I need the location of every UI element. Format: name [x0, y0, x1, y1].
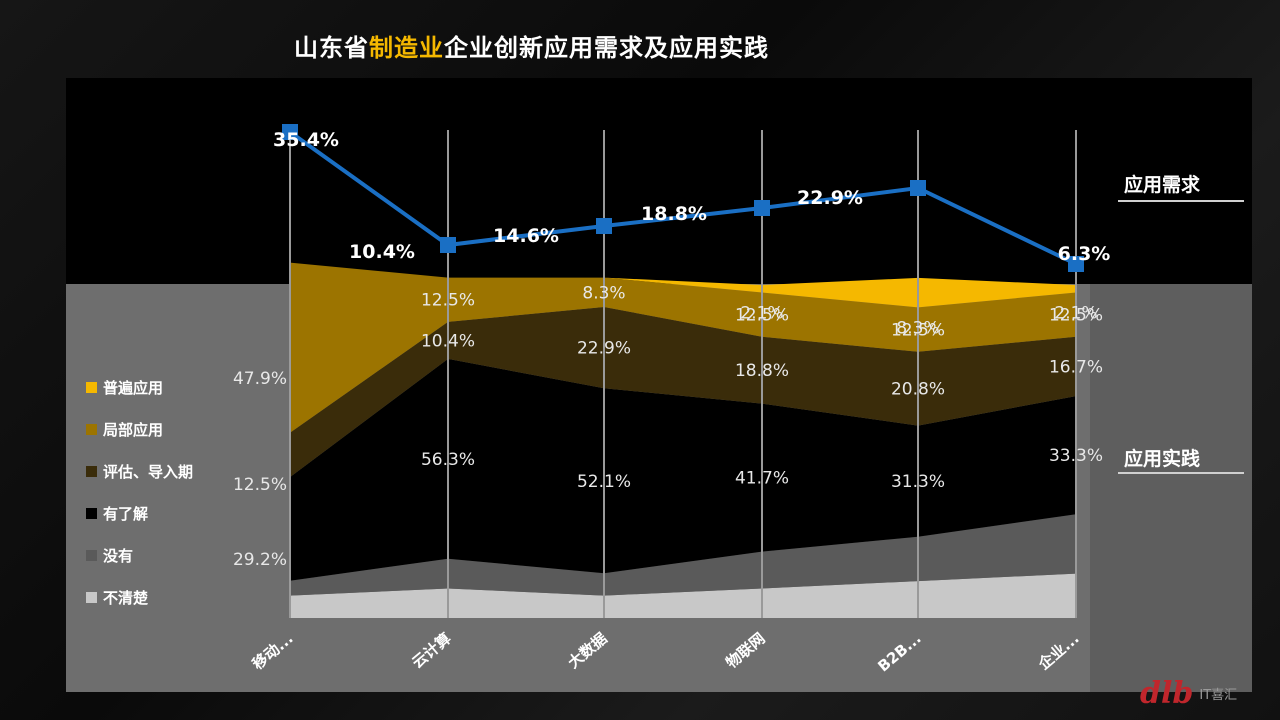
- area-data-label: 41.7%: [735, 469, 789, 489]
- practice-label: 应用实践: [1124, 448, 1201, 470]
- legend-label: 有了解: [103, 504, 149, 523]
- area-data-label: 56.3%: [421, 450, 475, 470]
- legend-item: 评估、导入期: [86, 450, 193, 492]
- area-没有: [290, 514, 1076, 596]
- demand-underline: [1118, 200, 1244, 202]
- legend-item: 有了解: [86, 492, 193, 534]
- area-data-label: 16.7%: [1049, 357, 1103, 377]
- demand-marker: [440, 237, 456, 253]
- legend-item: 没有: [86, 534, 193, 576]
- legend-label: 普遍应用: [103, 378, 164, 397]
- area-data-label: 2.1%: [1054, 303, 1097, 323]
- demand-data-label: 35.4%: [273, 129, 339, 151]
- area-data-label: 2.1%: [740, 303, 783, 323]
- practice-panel-right: [1090, 284, 1252, 692]
- legend-swatch: [86, 591, 97, 603]
- title-highlight: 制造业: [369, 34, 444, 62]
- area-data-label: 12.5%: [421, 291, 475, 311]
- legend-swatch: [86, 423, 97, 435]
- legend-label: 评估、导入期: [103, 462, 194, 481]
- legend-label: 局部应用: [103, 420, 164, 439]
- area-data-label: 33.3%: [1049, 446, 1103, 466]
- watermark-text: IT喜汇: [1199, 688, 1238, 703]
- area-data-label: 31.3%: [891, 472, 945, 492]
- area-普遍应用: [290, 262, 1076, 308]
- legend-label: 没有: [103, 546, 134, 565]
- area-data-label: 22.9%: [577, 339, 631, 359]
- area-data-label: 52.1%: [577, 472, 631, 492]
- watermark-logo: dlb: [1140, 676, 1194, 711]
- page-title: 山东省制造业企业创新应用需求及应用实践: [294, 28, 769, 68]
- legend-label: 不清楚: [103, 588, 149, 607]
- demand-marker: [1068, 256, 1084, 272]
- area-data-label: 20.8%: [891, 380, 945, 400]
- area-data-label: 12.5%: [1049, 306, 1103, 326]
- area-data-label: 29.2%: [233, 550, 287, 570]
- demand-panel: [66, 78, 1252, 284]
- chart-legend: 普遍应用局部应用评估、导入期 有了解没有不清楚: [86, 366, 193, 618]
- demand-data-label: 18.8%: [641, 203, 707, 225]
- legend-swatch: [86, 381, 97, 393]
- demand-data-label: 14.6%: [493, 225, 559, 247]
- demand-marker: [282, 124, 298, 140]
- legend-item: 普遍应用: [86, 366, 193, 408]
- area-data-label: 47.9%: [233, 369, 287, 389]
- title-prefix: 山东省: [294, 34, 369, 62]
- practice-underline: [1118, 472, 1244, 474]
- area-data-label: 12.5%: [891, 321, 945, 341]
- demand-data-label: 10.4%: [349, 241, 415, 263]
- legend-swatch: [86, 549, 97, 561]
- area-局部应用: [290, 262, 1076, 433]
- legend-swatch: [86, 507, 97, 519]
- demand-label: 应用需求: [1124, 174, 1201, 196]
- title-suffix: 企业创新应用需求及应用实践: [444, 34, 769, 62]
- demand-marker: [596, 218, 612, 234]
- demand-line: [288, 130, 1077, 266]
- demand-marker: [754, 200, 770, 216]
- area-有了解: [290, 358, 1076, 581]
- legend-item: 局部应用: [86, 408, 193, 450]
- area-data-label: 8.3%: [582, 283, 625, 303]
- watermark: dlb IT喜汇: [1140, 676, 1237, 711]
- legend-item: 不清楚: [86, 576, 193, 618]
- area-data-label: 12.5%: [735, 306, 789, 326]
- area-不清楚: [290, 573, 1076, 618]
- area-data-label: 12.5%: [233, 475, 287, 495]
- demand-data-label: 22.9%: [797, 187, 863, 209]
- area-data-label: 18.8%: [735, 361, 789, 381]
- legend-swatch: [86, 465, 97, 477]
- demand-marker: [910, 180, 926, 196]
- demand-data-label: 6.3%: [1058, 243, 1111, 265]
- area-data-label: 8.3%: [896, 318, 939, 338]
- area-评估、导入期: [290, 307, 1076, 478]
- area-data-label: 10.4%: [421, 331, 475, 351]
